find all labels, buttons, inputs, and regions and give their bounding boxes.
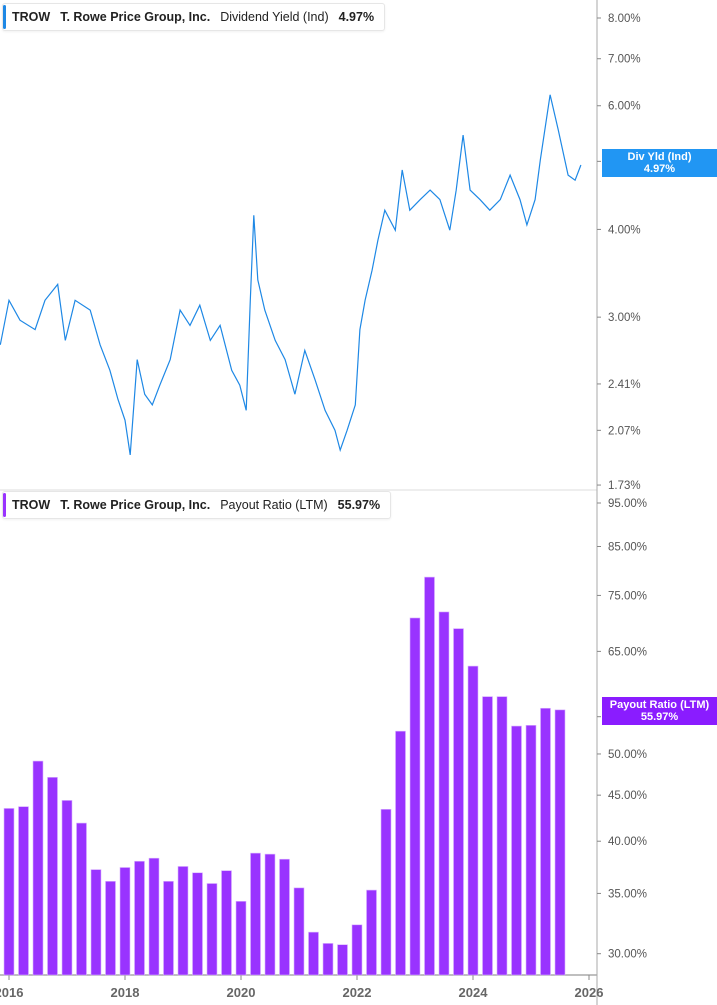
legend-ticker: TROW <box>12 10 51 24</box>
y-tick-label: 4.00% <box>608 224 641 236</box>
payout-bar <box>380 809 392 976</box>
payout-bar <box>235 901 247 976</box>
x-tick-label: 2022 <box>343 985 372 1000</box>
payout-bar <box>525 725 537 976</box>
payout-bar <box>540 707 551 976</box>
payout-bar <box>395 730 406 976</box>
payout-bar <box>264 853 276 976</box>
payout-bar <box>322 943 334 976</box>
payout-bar <box>163 881 174 976</box>
payout-bar <box>76 822 87 976</box>
legend-metric: Payout Ratio (LTM) <box>220 498 328 512</box>
y-tick-label: 40.00% <box>608 836 647 848</box>
y-tick-label: 1.73% <box>608 480 641 492</box>
y-tick-label: 30.00% <box>608 949 647 961</box>
payout-bar <box>467 665 479 976</box>
payout-bar <box>424 576 435 976</box>
payout-bar <box>177 866 189 976</box>
payout-bar <box>134 860 145 976</box>
payout-bar <box>148 857 160 976</box>
payout-bar <box>105 881 116 976</box>
payout-bar <box>511 725 522 976</box>
y-tick-label: 75.00% <box>608 590 647 602</box>
legend-company: T. Rowe Price Group, Inc. <box>60 498 211 512</box>
payout-bar <box>438 611 450 976</box>
top-legend: TROW T. Rowe Price Group, Inc. Dividend … <box>2 3 386 31</box>
payout-bar <box>3 808 15 976</box>
current-payout-tag: Payout Ratio (LTM) 55.97% <box>602 697 717 725</box>
payout-bar <box>351 924 363 976</box>
y-tick-label: 45.00% <box>608 790 647 802</box>
bottom-legend-color-bar <box>3 493 6 517</box>
payout-bar <box>337 944 348 976</box>
tag-label: Payout Ratio (LTM) <box>609 699 710 711</box>
payout-bar <box>496 696 508 976</box>
payout-bar <box>61 800 73 976</box>
payout-bar <box>293 887 305 976</box>
payout-bar <box>192 872 203 976</box>
y-tick-label: 8.00% <box>608 13 641 25</box>
tag-value: 55.97% <box>640 711 679 723</box>
payout-bar <box>250 852 261 976</box>
tag-label: Div Yld (Ind) <box>627 151 692 163</box>
y-tick-label: 2.07% <box>608 425 641 437</box>
payout-bar <box>18 806 29 976</box>
legend-company: T. Rowe Price Group, Inc. <box>60 10 211 24</box>
legend-value: 55.97% <box>337 498 381 512</box>
y-tick-label: 50.00% <box>608 749 647 761</box>
payout-bar <box>409 617 421 976</box>
y-tick-label: 85.00% <box>608 541 647 553</box>
legend-value: 4.97% <box>338 10 375 24</box>
y-tick-label: 35.00% <box>608 888 647 900</box>
payout-bar <box>482 696 493 976</box>
dividend-yield-line <box>0 94 582 455</box>
y-tick-label: 7.00% <box>608 54 641 66</box>
y-tick-label: 65.00% <box>608 646 647 658</box>
payout-bar <box>308 931 319 976</box>
payout-bar <box>206 883 218 976</box>
y-tick-label: 2.41% <box>608 379 641 391</box>
payout-bar <box>32 760 44 976</box>
payout-bar <box>221 870 232 976</box>
payout-bar <box>90 869 102 976</box>
payout-bar <box>453 628 464 976</box>
legend-ticker: TROW <box>12 498 51 512</box>
payout-bar <box>279 858 290 976</box>
y-tick-label: 3.00% <box>608 312 641 324</box>
top-legend-color-bar <box>3 5 6 29</box>
current-yield-tag: Div Yld (Ind) 4.97% <box>602 149 717 177</box>
y-tick-label: 6.00% <box>608 101 641 113</box>
payout-bar <box>119 867 131 976</box>
x-tick-label: 2020 <box>227 985 256 1000</box>
legend-metric: Dividend Yield (Ind) <box>220 10 329 24</box>
payout-bar <box>47 777 58 976</box>
x-tick-label: 2018 <box>111 985 140 1000</box>
y-tick-label: 95.00% <box>608 498 647 510</box>
bottom-legend: TROW T. Rowe Price Group, Inc. Payout Ra… <box>2 491 392 519</box>
tag-value: 4.97% <box>643 163 676 175</box>
payout-bar <box>366 889 377 976</box>
payout-bar <box>554 709 566 976</box>
x-tick-label: 2024 <box>459 985 489 1000</box>
x-tick-label: 2026 <box>575 985 604 1000</box>
x-tick-label: 2016 <box>0 985 23 1000</box>
